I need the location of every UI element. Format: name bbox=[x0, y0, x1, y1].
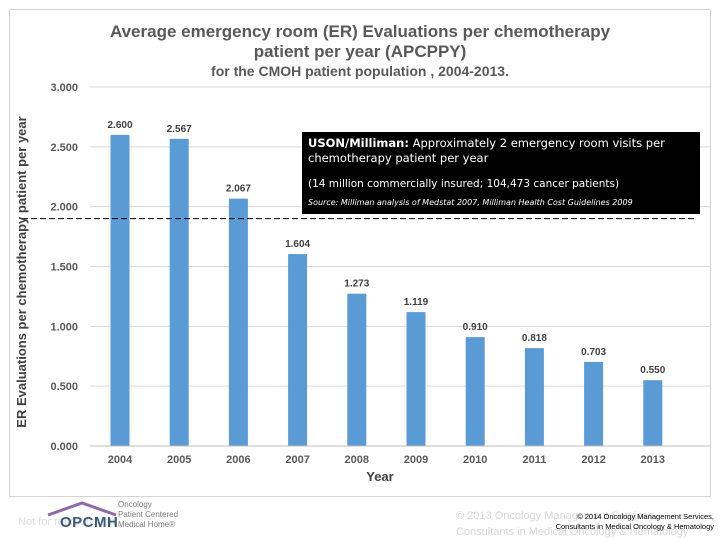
y-tick-label: 1.000 bbox=[50, 321, 78, 333]
bar bbox=[643, 380, 663, 446]
y-tick-label: 3.000 bbox=[50, 82, 78, 94]
annotation-text: Approximately 2 emergency room visits pe… bbox=[308, 136, 665, 165]
bar bbox=[110, 134, 130, 446]
x-tick-label: 2010 bbox=[463, 454, 487, 466]
faint-copyright-line2: Consultants in Medical Oncology & Hemato… bbox=[456, 526, 689, 538]
footer-logo-area: Not for reproduction OPCMH Oncology Pati… bbox=[18, 498, 218, 538]
logo-tagline-line3: Medical Home® bbox=[118, 520, 176, 529]
y-axis-title: ER Evaluations per chemotherapy patient … bbox=[14, 116, 29, 427]
x-tick-label: 2005 bbox=[167, 454, 191, 466]
chart-title-line2: patient per year (APCPPY) bbox=[253, 42, 467, 61]
y-tick-label: 2.000 bbox=[50, 202, 78, 214]
bar bbox=[465, 337, 485, 446]
annotation-subtext: (14 million commercially insured; 104,47… bbox=[308, 178, 620, 190]
data-label: 1.273 bbox=[344, 279, 369, 290]
data-label: 0.910 bbox=[463, 322, 488, 333]
faint-watermark-text: Not for reproduction bbox=[18, 516, 116, 528]
copyright-line1: © 2014 Oncology Management Services, bbox=[577, 512, 714, 521]
chart-subtitle: for the CMOH patient population , 2004-2… bbox=[211, 63, 509, 79]
faint-copyright-line1: © 2013 Oncology Management Services, bbox=[456, 510, 657, 522]
y-tick-label: 2.500 bbox=[50, 142, 78, 154]
copyright-line2: Consultants in Medical Oncology & Hemato… bbox=[555, 522, 714, 531]
bar bbox=[524, 348, 544, 446]
x-tick-label: 2009 bbox=[404, 454, 428, 466]
bar bbox=[347, 293, 367, 446]
x-tick-label: 2007 bbox=[285, 454, 309, 466]
data-label: 0.550 bbox=[640, 365, 665, 376]
faint-copyright: © 2013 Oncology Management Services, Con… bbox=[456, 508, 688, 540]
bar bbox=[169, 138, 189, 446]
data-label: 0.818 bbox=[522, 333, 547, 344]
x-tick-label: 2006 bbox=[226, 454, 250, 466]
data-label: 2.567 bbox=[167, 124, 192, 135]
x-tick-label: 2004 bbox=[108, 454, 133, 466]
x-axis-title: Year bbox=[366, 469, 393, 484]
logo: OPCMH bbox=[60, 514, 119, 531]
bar bbox=[288, 254, 308, 446]
annotation-main-text: USON/Milliman: Approximately 2 emergency… bbox=[308, 136, 696, 166]
x-tick-label: 2013 bbox=[641, 454, 665, 466]
copyright-notice: © 2014 Oncology Management Services, Con… bbox=[536, 512, 714, 532]
house-roof-icon bbox=[47, 501, 117, 517]
data-label: 0.703 bbox=[581, 347, 606, 358]
bar bbox=[228, 198, 248, 446]
logo-tagline-line2: Patient Centered bbox=[118, 510, 179, 519]
y-tick-label: 0.000 bbox=[50, 441, 78, 453]
annotation-bold-label: USON/Milliman: bbox=[308, 136, 409, 150]
x-tick-label: 2008 bbox=[345, 454, 369, 466]
annotation-source: Source: Milliman analysis of Medstat 200… bbox=[308, 198, 633, 207]
data-label: 2.600 bbox=[107, 120, 132, 131]
x-tick-label: 2011 bbox=[522, 454, 546, 466]
logo-tagline-line1: Oncology bbox=[118, 500, 152, 509]
x-tick-label: 2012 bbox=[581, 454, 605, 466]
y-tick-label: 0.500 bbox=[50, 381, 78, 393]
data-label: 2.067 bbox=[226, 184, 251, 195]
bar bbox=[584, 361, 604, 446]
milliman-annotation-box: USON/Milliman: Approximately 2 emergency… bbox=[302, 132, 700, 214]
bar bbox=[406, 312, 426, 446]
data-label: 1.604 bbox=[285, 239, 310, 250]
y-tick-label: 1.500 bbox=[50, 262, 78, 274]
chart-title-line1: Average emergency room (ER) Evaluations … bbox=[109, 22, 611, 41]
logo-tagline: Oncology Patient Centered Medical Home® bbox=[118, 500, 178, 530]
data-label: 1.119 bbox=[404, 297, 429, 308]
